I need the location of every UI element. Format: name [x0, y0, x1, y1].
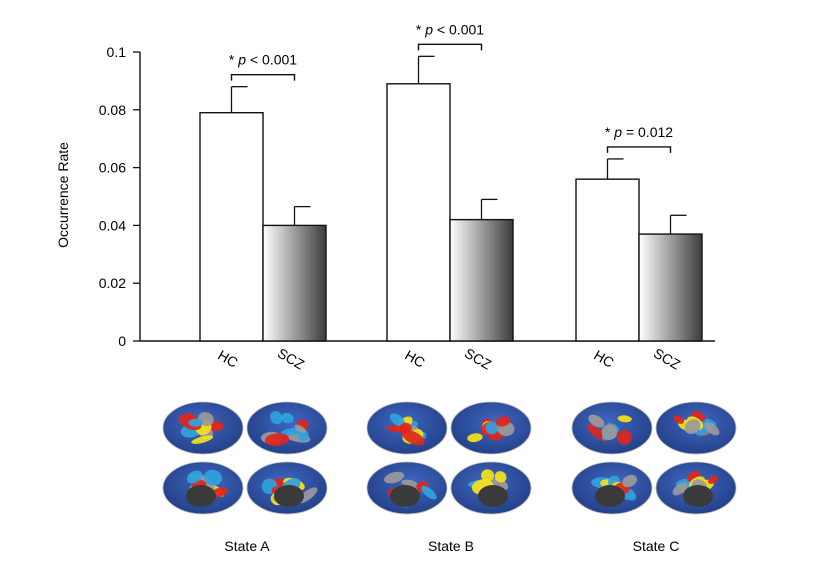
- category-label: SCZ: [651, 345, 684, 373]
- bar-hc-3: [575, 178, 640, 342]
- significance-bracket: [417, 43, 483, 51]
- y-tick-label: 0.1: [107, 44, 127, 60]
- p-value-annotation: * p < 0.001: [416, 21, 484, 37]
- y-tick-label: 0.06: [99, 160, 126, 176]
- y-tick-label: 0.08: [99, 102, 126, 118]
- category-label: HC: [591, 347, 617, 371]
- bar-scz-3: [638, 233, 703, 342]
- brain-surface: [366, 461, 448, 515]
- category-labels: HC SCZ HC SCZ HC SCZ: [215, 345, 683, 373]
- brain-surface: [655, 461, 737, 515]
- bars: [199, 55, 703, 342]
- brain-surface: [162, 461, 244, 515]
- brain-surface: [246, 401, 328, 455]
- brain-maps: [162, 401, 737, 515]
- state-label-c: State C: [633, 538, 680, 554]
- significance-annotations: * p < 0.001 * p < 0.001 * p = 0.012: [229, 21, 673, 153]
- bar-scz-2: [449, 218, 514, 342]
- p-value-annotation: * p < 0.001: [229, 52, 297, 68]
- brain-surface: [366, 401, 448, 455]
- p-value-annotation: * p = 0.012: [605, 124, 673, 140]
- brain-surface: [655, 401, 737, 455]
- brain-surface: [246, 461, 328, 515]
- brain-surface: [162, 401, 244, 455]
- brain-surface: [571, 401, 653, 455]
- y-tick-label: 0.04: [99, 217, 126, 233]
- bar-hc-1: [199, 111, 264, 342]
- brain-surface: [450, 401, 532, 455]
- y-tick-label: 0: [118, 333, 126, 349]
- state-label-a: State A: [224, 538, 270, 554]
- brain-surface: [450, 461, 532, 515]
- y-ticks: 0 0.02 0.04 0.06 0.08 0.1: [99, 44, 140, 349]
- state-label-b: State B: [428, 538, 474, 554]
- bar-hc-2: [386, 83, 451, 342]
- significance-bracket: [606, 146, 672, 153]
- y-tick-label: 0.02: [99, 275, 126, 291]
- y-axis-label: Occurrence Rate: [55, 142, 71, 248]
- bar-scz-1: [262, 224, 327, 342]
- category-label: HC: [215, 347, 241, 371]
- significance-bracket: [230, 73, 296, 81]
- category-label: SCZ: [275, 345, 308, 373]
- category-label: SCZ: [462, 345, 495, 373]
- category-label: HC: [402, 347, 428, 371]
- brain-surface: [571, 461, 653, 515]
